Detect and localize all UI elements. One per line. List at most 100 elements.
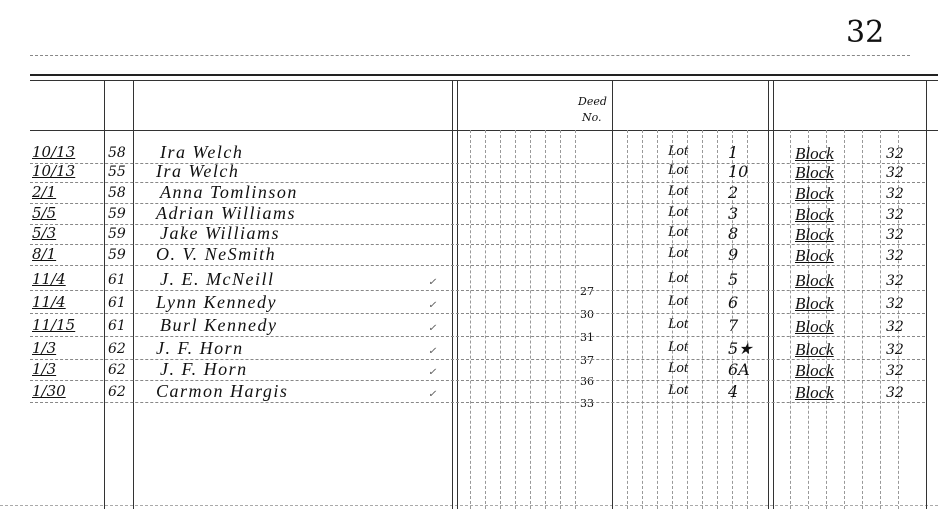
name-cell: Lynn Kennedy — [156, 292, 277, 312]
name-cell: Jake Williams — [160, 223, 280, 243]
check-mark-icon: ✓ — [428, 277, 437, 288]
date-cell: 11/4 — [32, 293, 66, 311]
check-mark-icon: ✓ — [428, 367, 437, 378]
date-cell: 2/1 — [32, 183, 57, 201]
deed-no-cell: 37 — [580, 354, 594, 367]
check-mark-icon: ✓ — [428, 300, 437, 311]
deed-no-cell: 27 — [580, 285, 594, 298]
grid-rule — [687, 130, 688, 509]
date-cell: 1/3 — [32, 339, 57, 357]
lot-cell: 4 — [728, 382, 739, 401]
row-rule — [30, 265, 925, 266]
row-rule — [30, 336, 925, 337]
lot-cell: 5 — [728, 270, 739, 289]
year-cell: 61 — [108, 295, 126, 311]
deed-no-header-2: No. — [582, 111, 602, 124]
block-cell: 32 — [886, 248, 904, 264]
page-number: 32 — [846, 15, 885, 50]
date-cell: 5/5 — [32, 204, 57, 222]
grid-rule — [500, 130, 501, 509]
check-mark-icon: ✓ — [428, 346, 437, 357]
block-cell: 32 — [886, 363, 904, 379]
grid-rule — [717, 130, 718, 509]
column-rule — [133, 80, 134, 509]
block-cell: 32 — [886, 319, 904, 335]
lot-cell: 2 — [728, 183, 739, 202]
block-cell: 32 — [886, 165, 904, 181]
block-label-cell: Block — [795, 205, 834, 224]
lot-label-cell: Lot — [668, 293, 689, 309]
grid-rule — [898, 130, 899, 509]
date-cell: 5/3 — [32, 224, 57, 242]
deed-no-header: Deed — [578, 95, 607, 108]
block-label-cell: Block — [795, 144, 834, 163]
date-cell: 1/30 — [32, 382, 66, 400]
grid-rule — [747, 130, 748, 509]
row-rule — [30, 224, 925, 225]
row-rule — [30, 359, 925, 360]
lot-label-cell: Lot — [668, 204, 689, 220]
date-cell: 10/13 — [32, 143, 76, 161]
divider — [0, 505, 938, 506]
year-cell: 59 — [108, 247, 126, 263]
block-cell: 32 — [886, 207, 904, 223]
name-cell: Carmon Hargis — [156, 381, 289, 401]
lot-label-cell: Lot — [668, 183, 689, 199]
year-cell: 58 — [108, 185, 126, 201]
block-label-cell: Block — [795, 383, 834, 402]
name-cell: Ira Welch — [160, 142, 244, 162]
grid-rule — [808, 130, 809, 509]
block-label-cell: Block — [795, 317, 834, 336]
date-cell: 8/1 — [32, 245, 57, 263]
grid-rule — [575, 130, 576, 509]
lot-cell: 5★ — [728, 339, 753, 358]
year-cell: 62 — [108, 341, 126, 357]
block-cell: 32 — [886, 296, 904, 312]
deed-no-cell: 36 — [580, 375, 594, 388]
row-rule — [30, 203, 925, 204]
divider — [30, 130, 938, 131]
divider — [30, 55, 910, 56]
date-cell: 10/13 — [32, 162, 76, 180]
lot-label-cell: Lot — [668, 339, 689, 355]
block-label-cell: Block — [795, 361, 834, 380]
grid-rule — [880, 130, 881, 509]
row-rule — [30, 182, 925, 183]
divider — [30, 80, 938, 81]
lot-label-cell: Lot — [668, 360, 689, 376]
grid-rule — [657, 130, 658, 509]
grid-rule — [702, 130, 703, 509]
block-label-cell: Block — [795, 271, 834, 290]
name-cell: O. V. NeSmith — [156, 244, 277, 264]
block-label-cell: Block — [795, 184, 834, 203]
grid-rule — [485, 130, 486, 509]
block-cell: 32 — [886, 273, 904, 289]
year-cell: 62 — [108, 384, 126, 400]
grid-rule — [672, 130, 673, 509]
lot-label-cell: Lot — [668, 270, 689, 286]
column-rule — [926, 80, 927, 509]
year-cell: 59 — [108, 226, 126, 242]
year-cell: 61 — [108, 272, 126, 288]
lot-cell: 6 — [728, 293, 739, 312]
lot-cell: 8 — [728, 224, 739, 243]
grid-rule — [732, 130, 733, 509]
lot-label-cell: Lot — [668, 316, 689, 332]
lot-label-cell: Lot — [668, 143, 689, 159]
name-cell: J. E. McNeill — [160, 269, 275, 289]
column-rule — [773, 80, 774, 509]
column-rule — [768, 80, 769, 509]
grid-rule — [470, 130, 471, 509]
date-cell: 11/15 — [32, 316, 76, 334]
name-cell: Adrian Williams — [156, 203, 297, 223]
grid-rule — [790, 130, 791, 509]
grid-rule — [844, 130, 845, 509]
column-rule — [452, 80, 453, 509]
block-label-cell: Block — [795, 225, 834, 244]
row-rule — [30, 290, 925, 291]
lot-label-cell: Lot — [668, 224, 689, 240]
name-cell: Burl Kennedy — [160, 315, 278, 335]
block-label-cell: Block — [795, 246, 834, 265]
divider — [30, 74, 938, 76]
block-label-cell: Block — [795, 294, 834, 313]
